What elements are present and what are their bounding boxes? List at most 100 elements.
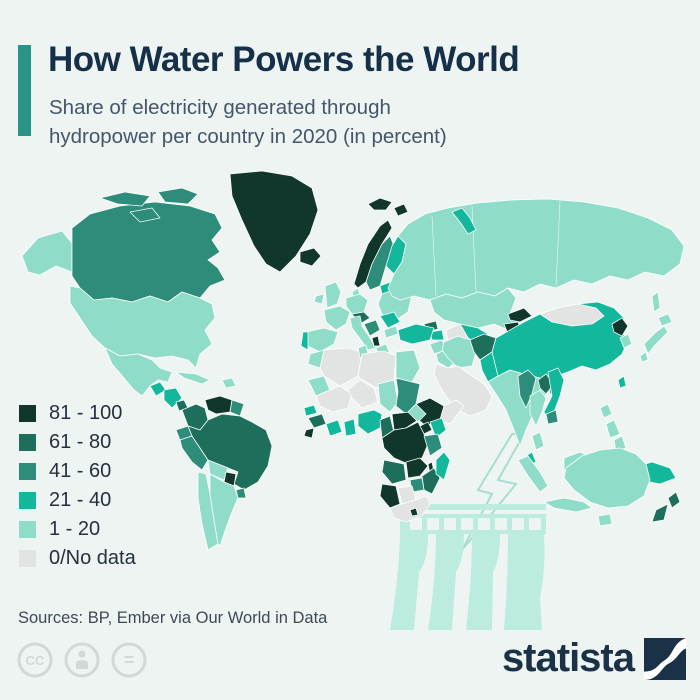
country-argentina <box>209 473 239 547</box>
country-france <box>323 305 351 331</box>
country-turkey <box>397 323 435 345</box>
country-egypt <box>395 349 421 383</box>
country-portugal <box>300 331 309 351</box>
country-cuba <box>175 371 211 385</box>
country-north-korea <box>611 317 629 337</box>
legend-swatch-no-data <box>19 550 36 567</box>
legend-swatch-81-100 <box>19 405 36 422</box>
dam-bridge-windows <box>410 518 541 530</box>
country-malaysia <box>531 431 545 451</box>
country-taiwan <box>617 375 627 389</box>
country-japan-kyushu <box>639 351 649 363</box>
creative-commons-icon: CC <box>17 642 53 678</box>
country-philippines <box>605 419 621 439</box>
country-myanmar <box>517 369 537 409</box>
country-angola <box>381 459 407 485</box>
statista-wordmark: statista <box>501 636 635 680</box>
country-spain <box>305 327 339 353</box>
country-germany-central <box>345 293 369 315</box>
country-canada-arctic-island <box>129 207 161 223</box>
country-sumatra <box>517 455 549 493</box>
country-south-africa <box>389 495 431 523</box>
country-svalbard <box>367 197 393 211</box>
svg-text:CC: CC <box>26 653 45 668</box>
legend-label: 41 - 60 <box>49 460 112 482</box>
country-ireland <box>313 293 325 305</box>
legend-swatch-61-80 <box>19 434 36 451</box>
country-japan-hokkaido <box>657 313 673 327</box>
country-guyanas <box>229 399 245 417</box>
country-new-zealand-south <box>651 503 669 523</box>
country-iceland <box>299 247 322 267</box>
legend: 81 - 100 61 - 80 41 - 60 21 - 40 1 - 20 … <box>19 399 136 573</box>
country-nigeria <box>357 409 383 435</box>
country-venezuela <box>204 395 233 415</box>
country-norway <box>353 219 393 289</box>
country-canada-arctic-island <box>157 187 199 205</box>
country-greenland <box>229 170 319 273</box>
legend-swatch-21-40 <box>19 492 36 509</box>
country-thailand <box>529 389 547 427</box>
country-bulgaria <box>383 325 399 339</box>
country-central-african-republic <box>391 411 419 431</box>
country-algeria <box>319 347 363 387</box>
country-south-sudan <box>407 403 427 423</box>
country-tanzania <box>423 433 443 457</box>
attribution-person-icon <box>64 642 100 678</box>
title-accent-bar <box>18 45 31 136</box>
country-alaska <box>21 230 73 276</box>
country-japan-honshu <box>643 325 669 355</box>
legend-item: 1 - 20 <box>19 515 136 544</box>
country-saudi-arabia <box>433 363 493 417</box>
legend-item: 61 - 80 <box>19 428 136 457</box>
country-sakhalin <box>651 291 661 313</box>
country-croatia-bosnia <box>363 319 381 337</box>
legend-item: 41 - 60 <box>19 457 136 486</box>
russia-internal-border <box>431 200 561 297</box>
country-niger <box>347 379 379 409</box>
legend-label: 21 - 40 <box>49 489 112 511</box>
country-new-zealand-north <box>667 491 681 509</box>
legend-label: 61 - 80 <box>49 431 112 453</box>
country-hispaniola <box>221 377 237 389</box>
hydro-dam-icon <box>390 433 546 630</box>
country-zambia <box>405 457 429 479</box>
country-uk <box>324 281 342 309</box>
country-russia <box>387 198 685 301</box>
legend-item: 81 - 100 <box>19 399 136 428</box>
legend-swatch-1-20 <box>19 521 36 538</box>
legend-label: 0/No data <box>49 547 136 569</box>
country-mexico <box>104 347 173 397</box>
country-chad <box>377 379 399 413</box>
subtitle-line-2: hydropower per country in 2020 (in perce… <box>49 125 447 149</box>
country-guinea <box>307 413 327 429</box>
country-azerbaijan-armenia <box>429 329 445 341</box>
country-senegal <box>303 404 318 417</box>
country-south-korea <box>619 333 633 349</box>
country-sierra-leone <box>303 427 315 439</box>
legend-label: 1 - 20 <box>49 518 101 540</box>
country-svalbard-island <box>393 203 409 217</box>
country-australia <box>563 447 651 509</box>
sources-text: Sources: BP, Ember via Our World in Data <box>18 609 328 627</box>
country-novaya-zemlya <box>451 207 477 235</box>
country-tasmania <box>597 513 613 527</box>
country-madagascar <box>435 451 451 481</box>
legend-item: 21 - 40 <box>19 486 136 515</box>
subtitle-line-1: Share of electricity generated through <box>49 96 391 119</box>
world-map-svg <box>21 170 685 630</box>
country-cambodia <box>545 409 559 425</box>
svg-text:=: = <box>124 650 135 670</box>
country-romania <box>379 311 401 329</box>
country-lesotho <box>409 507 419 517</box>
license-icons: CC = <box>16 641 148 679</box>
country-ghana <box>343 418 357 437</box>
country-mongolia <box>539 303 605 327</box>
legend-swatch-41-60 <box>19 463 36 480</box>
legend-item: 0/No data <box>19 544 136 573</box>
country-philippines <box>599 403 613 419</box>
page-subtitle: Share of electricity generated through h… <box>49 93 649 151</box>
country-java <box>543 497 593 513</box>
country-somalia <box>439 399 465 425</box>
country-iran <box>441 335 477 369</box>
